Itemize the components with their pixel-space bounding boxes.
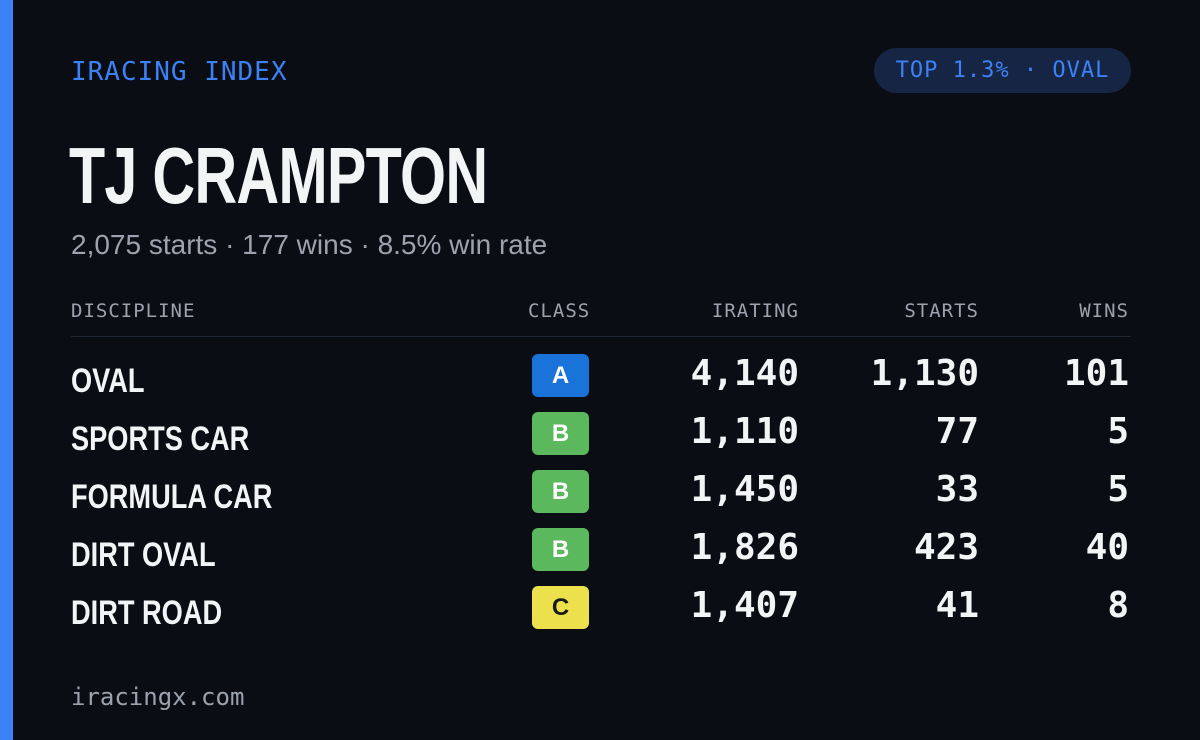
class-badge: B — [532, 470, 589, 513]
class-badge: A — [532, 354, 589, 397]
brand-title: IRACING INDEX — [71, 57, 288, 87]
column-header-discipline: DISCIPLINE — [71, 300, 196, 322]
accent-bar — [0, 0, 13, 740]
class-badge: B — [532, 412, 589, 455]
wins-value: 5 — [1107, 469, 1129, 510]
starts-value: 41 — [935, 585, 979, 626]
starts-value: 1,130 — [870, 353, 979, 394]
footer-site-link[interactable]: iracingx.com — [71, 683, 245, 711]
discipline-name: SPORTS CAR — [71, 420, 250, 458]
class-badge: C — [532, 586, 589, 629]
table-row: SPORTS CAR B 1,110 77 5 — [0, 412, 1200, 470]
starts-value: 77 — [935, 411, 979, 452]
driver-name: TJ CRAMPTON — [69, 131, 488, 220]
wins-value: 40 — [1085, 527, 1129, 568]
irating-value: 1,450 — [690, 469, 799, 510]
irating-value: 4,140 — [690, 353, 799, 394]
discipline-name: FORMULA CAR — [71, 478, 273, 516]
class-badge: B — [532, 528, 589, 571]
rank-badge: TOP 1.3% · OVAL — [874, 48, 1131, 93]
wins-value: 101 — [1063, 353, 1129, 394]
starts-value: 423 — [913, 527, 979, 568]
column-header-wins: WINS — [1079, 300, 1129, 322]
discipline-name: DIRT OVAL — [71, 536, 216, 574]
column-header-starts: STARTS — [904, 300, 979, 322]
column-header-irating: IRATING — [711, 300, 799, 322]
column-header-class: CLASS — [528, 300, 591, 322]
table-row: DIRT OVAL B 1,826 423 40 — [0, 528, 1200, 586]
table-row: FORMULA CAR B 1,450 33 5 — [0, 470, 1200, 528]
discipline-name: DIRT ROAD — [71, 594, 223, 632]
discipline-name: OVAL — [71, 362, 145, 400]
irating-value: 1,826 — [690, 527, 799, 568]
table-row: DIRT ROAD C 1,407 41 8 — [0, 586, 1200, 644]
irating-value: 1,110 — [690, 411, 799, 452]
wins-value: 8 — [1107, 585, 1129, 626]
irating-value: 1,407 — [690, 585, 799, 626]
starts-value: 33 — [935, 469, 979, 510]
table-divider — [71, 336, 1131, 337]
table-row: OVAL A 4,140 1,130 101 — [0, 354, 1200, 412]
wins-value: 5 — [1107, 411, 1129, 452]
driver-summary: 2,075 starts · 177 wins · 8.5% win rate — [71, 229, 548, 260]
